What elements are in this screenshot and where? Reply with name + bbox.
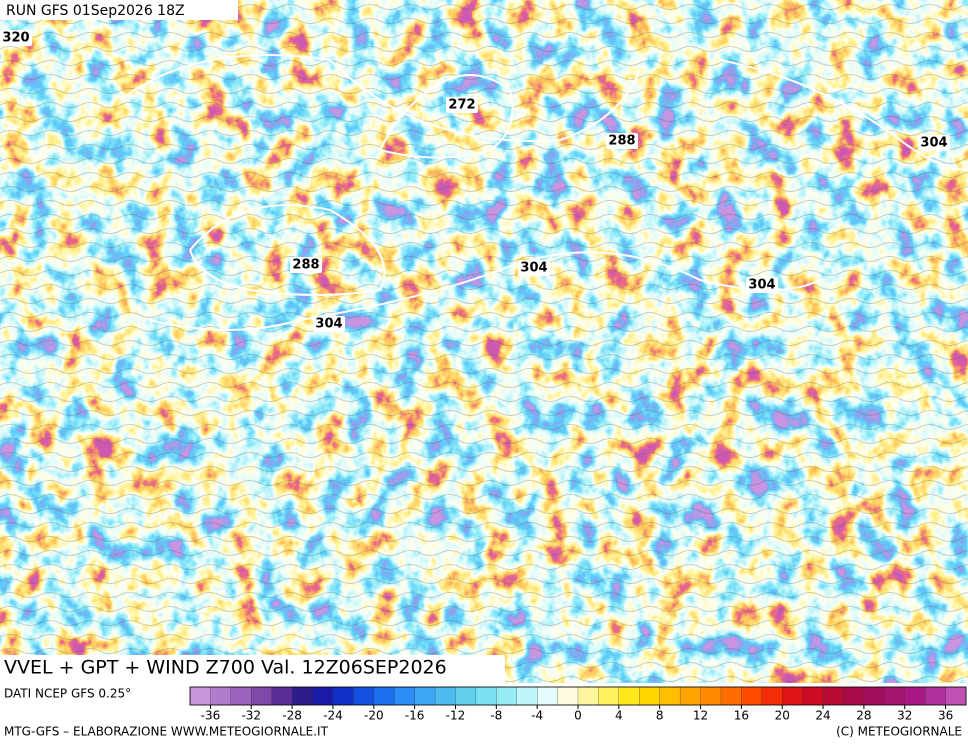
colorbar-swatch <box>822 686 844 706</box>
colorbar-swatch <box>598 686 620 706</box>
contour-label: 320 <box>2 31 29 46</box>
colorbar-tick-label: -32 <box>241 709 261 723</box>
colorbar-swatch <box>189 686 211 706</box>
colorbar-tick-label: 24 <box>815 709 830 723</box>
colorbar-swatch <box>394 686 416 706</box>
contour-label: 272 <box>448 98 475 113</box>
colorbar-tick-label: -16 <box>405 709 425 723</box>
contour-label-box <box>313 316 345 332</box>
contour-label: 304 <box>748 278 775 293</box>
colorbar-swatch <box>802 686 824 706</box>
colorbar-swatch <box>782 686 804 706</box>
colorbar-tick-label: 32 <box>897 709 912 723</box>
contour-label: 288 <box>608 134 635 149</box>
colorbar-swatch <box>700 686 722 706</box>
colorbar-swatch <box>741 686 763 706</box>
colorbar-swatch <box>414 686 436 706</box>
colorbar-swatch <box>332 686 354 706</box>
colorbar-swatch <box>251 686 273 706</box>
contour-line <box>189 204 386 296</box>
header-box <box>0 0 238 20</box>
colorbar-swatch <box>434 686 456 706</box>
colorbar-swatch <box>312 686 334 706</box>
colorbar-swatch <box>291 686 313 706</box>
contour-line <box>719 59 968 171</box>
footer-right: (C) METEOGIORNALE <box>836 725 962 739</box>
colorbar-swatch <box>455 686 477 706</box>
colorbar-swatch <box>720 686 742 706</box>
colorbar-tick-label: -20 <box>364 709 384 723</box>
colorbar-swatch <box>577 686 599 706</box>
colorbar-swatch <box>659 686 681 706</box>
colorbar-swatch <box>516 686 538 706</box>
contour-label: 288 <box>292 258 319 273</box>
colorbar-swatch <box>843 686 865 706</box>
map-title: VVEL + GPT + WIND Z700 Val. 12Z06SEP2026 <box>4 657 447 679</box>
colorbar-tick-label: 0 <box>574 709 582 723</box>
contour-line <box>149 251 821 331</box>
colorbar-tick-label: -12 <box>446 709 466 723</box>
contour-label: 304 <box>920 136 947 151</box>
colorbar-swatch <box>618 686 640 706</box>
colorbar-tick-label: -28 <box>282 709 302 723</box>
colorbar-swatch <box>496 686 518 706</box>
contour-label-box <box>518 260 550 276</box>
colorbar-swatch <box>925 686 947 706</box>
colorbar-tick-label: 20 <box>775 709 790 723</box>
colorbar-swatch <box>863 686 885 706</box>
contour-label: 304 <box>520 261 547 276</box>
colorbar-tick-label: -36 <box>201 709 221 723</box>
colorbar-swatch <box>557 686 579 706</box>
colorbar-swatch <box>230 686 252 706</box>
colorbar-swatch <box>761 686 783 706</box>
contour-label-box <box>446 97 478 113</box>
contour-label-box <box>606 133 638 149</box>
colorbar-tick-label: 36 <box>938 709 953 723</box>
contour-label-box <box>290 257 322 273</box>
colorbar-tick-label: 4 <box>615 709 623 723</box>
footer-left: MTG-GFS – ELABORAZIONE WWW.METEOGIORNALE… <box>4 725 329 739</box>
colorbar-tick-label: -8 <box>490 709 502 723</box>
contour-label-box <box>0 30 32 46</box>
colorbar-tick-label: 8 <box>656 709 664 723</box>
run-label: RUN GFS 01Sep2026 18Z <box>6 3 185 19</box>
contour-line <box>119 54 641 142</box>
colorbar-tick-label: -4 <box>531 709 543 723</box>
source-label: DATI NCEP GFS 0.25° <box>4 687 131 701</box>
colorbar-swatch <box>210 686 232 706</box>
colorbar-swatch <box>945 686 967 706</box>
contour-line <box>379 74 514 159</box>
gpt-contours <box>119 54 968 331</box>
title-box <box>0 655 505 683</box>
contour-label-box <box>746 277 778 293</box>
colorbar-swatch <box>639 686 661 706</box>
colorbar-tick-label: -24 <box>323 709 343 723</box>
wind-streamlines <box>0 0 968 683</box>
colorbar-tick-label: 12 <box>693 709 708 723</box>
colorbar-swatch <box>271 686 293 706</box>
colorbar-swatch <box>904 686 926 706</box>
colorbar-swatch <box>679 686 701 706</box>
colorbar-tick-label: 28 <box>856 709 871 723</box>
colorbar-swatch <box>353 686 375 706</box>
colorbar-swatch <box>373 686 395 706</box>
colorbar-tick-label: 16 <box>734 709 749 723</box>
colorbar-swatch <box>884 686 906 706</box>
colorbar-swatch <box>537 686 559 706</box>
contour-label-box <box>918 135 950 151</box>
colorbar-swatch <box>475 686 497 706</box>
contour-label: 304 <box>315 317 342 332</box>
